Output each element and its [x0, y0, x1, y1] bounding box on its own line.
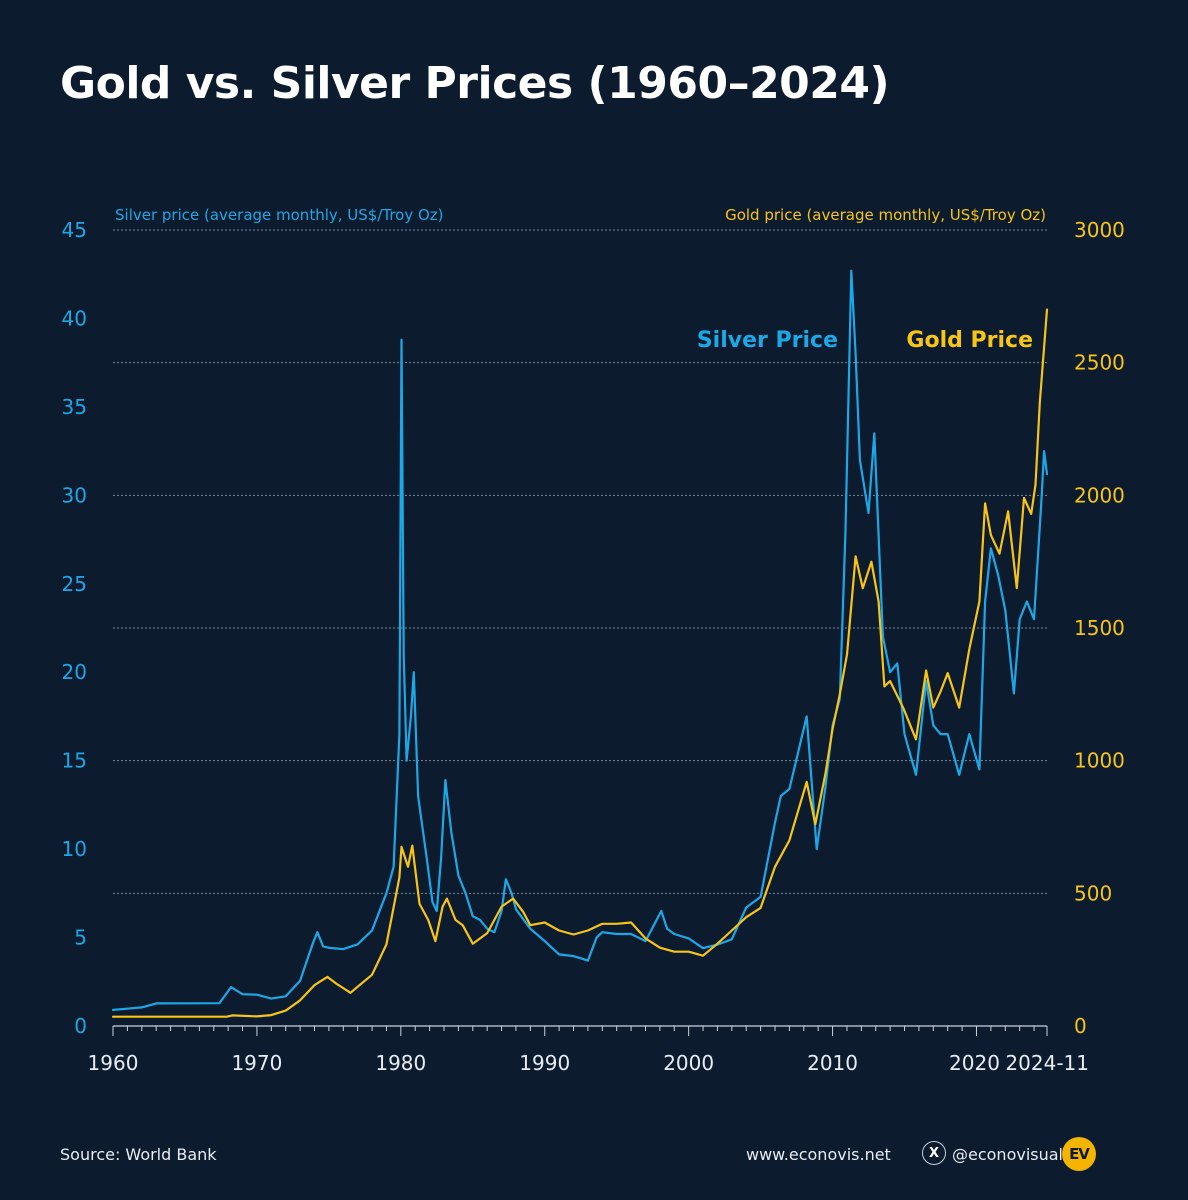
silver-tick-label: 15 [62, 749, 87, 773]
silver-axis-ticks: 0 5 10 15 20 25 30 35 40 45 [62, 218, 87, 1038]
page-title: Gold vs. Silver Prices (1960–2024) [60, 58, 890, 109]
gold-tick-label: 1500 [1074, 616, 1125, 640]
silver-tick-label: 0 [74, 1014, 87, 1038]
gold-price-annotation: Gold Price [906, 328, 1033, 353]
grid-lines [113, 229, 1047, 1027]
silver-price-annotation: Silver Price [697, 328, 838, 353]
x-tick-label: 1970 [231, 1051, 282, 1075]
silver-tick-label: 45 [62, 218, 87, 242]
silver-tick-label: 20 [62, 660, 87, 684]
gold-tick-label: 2000 [1074, 483, 1125, 507]
silver-tick-label: 25 [62, 572, 87, 596]
series-lines [111, 269, 1049, 1018]
x-tick-label: 1980 [375, 1051, 426, 1075]
gold-tick-label: 1000 [1074, 749, 1125, 773]
gold-tick-label: 500 [1074, 881, 1112, 905]
x-tick-label: 1960 [88, 1051, 139, 1075]
website-link[interactable]: www.econovis.net [746, 1145, 891, 1164]
x-tick-label: 2020 [949, 1051, 1000, 1075]
silver-tick-label: 5 [74, 926, 87, 950]
gold-tick-label: 3000 [1074, 218, 1125, 242]
x-tick-label: 1990 [519, 1051, 570, 1075]
gold-tick-label: 0 [1074, 1014, 1087, 1038]
x-tick-label: 2000 [663, 1051, 714, 1075]
econovis-logo-icon: EV [1062, 1137, 1096, 1171]
source-note: Source: World Bank [60, 1145, 217, 1164]
gold-price-line [111, 308, 1049, 1018]
x-logo-icon: X [922, 1141, 946, 1165]
silver-tick-label: 35 [62, 395, 87, 419]
x-tick-label: 2024-11 [1005, 1051, 1089, 1075]
x-axis: 1960 1970 1980 1990 2000 2010 2020 2024-11 [88, 1026, 1089, 1075]
gold-axis-label: Gold price (average monthly, US$/Troy Oz… [725, 206, 1046, 224]
silver-axis-label: Silver price (average monthly, US$/Troy … [115, 206, 444, 224]
silver-tick-label: 10 [62, 837, 87, 861]
silver-price-line [111, 269, 1049, 1011]
social-handle[interactable]: @econovisuals [952, 1145, 1072, 1164]
gold-axis-ticks: 0 500 1000 1500 2000 2500 3000 [1074, 218, 1125, 1038]
silver-tick-label: 40 [62, 306, 87, 330]
x-tick-label: 2010 [807, 1051, 858, 1075]
silver-tick-label: 30 [62, 483, 87, 507]
gold-tick-label: 2500 [1074, 351, 1125, 375]
